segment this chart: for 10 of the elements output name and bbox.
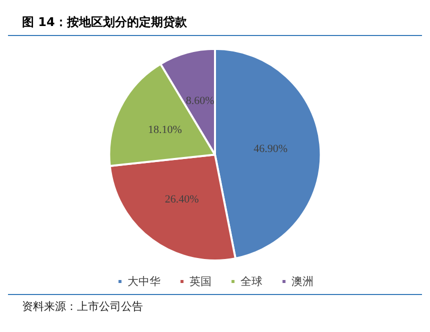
legend-label: 大中华 [128,275,160,288]
legend-label: 英国 [190,275,212,288]
chart-title: 图 14：按地区划分的定期贷款 [8,8,422,36]
legend-label: 全球 [240,275,262,288]
legend-label: 澳洲 [292,275,314,288]
text: 资料来源：上市公司公告 [22,299,144,314]
data-label: 26.40% [164,194,199,206]
data-label: 18.10% [148,124,182,136]
data-label: 8.60% [186,94,214,107]
data-label: 46.90% [254,143,288,156]
